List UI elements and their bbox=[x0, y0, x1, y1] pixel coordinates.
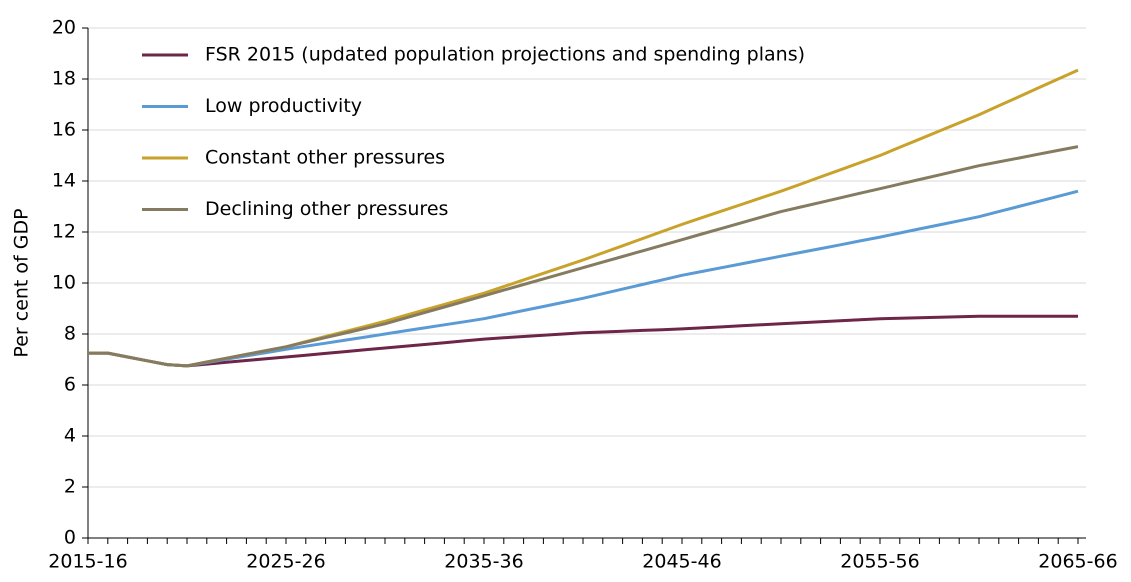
y-tick-label: 0 bbox=[64, 527, 76, 549]
y-tick-label: 6 bbox=[64, 374, 76, 396]
y-tick-label: 20 bbox=[52, 17, 76, 39]
y-tick-label: 2 bbox=[64, 476, 76, 498]
y-tick-label: 4 bbox=[64, 425, 76, 447]
legend-label: Constant other pressures bbox=[205, 147, 445, 169]
series-line bbox=[88, 145, 1079, 368]
series-line bbox=[88, 189, 1079, 368]
y-tick-label: 10 bbox=[52, 272, 76, 294]
legend-label: Low productivity bbox=[205, 95, 362, 117]
x-tick-label: 2035-36 bbox=[444, 551, 523, 573]
y-tick-label: 18 bbox=[52, 68, 76, 90]
x-tick-label: 2045-46 bbox=[642, 551, 721, 573]
x-tick-label: 2055-56 bbox=[840, 551, 919, 573]
y-tick-label: 8 bbox=[64, 323, 76, 345]
legend-label: FSR 2015 (updated population projections… bbox=[205, 44, 805, 66]
series-line bbox=[88, 314, 1078, 368]
x-tick-label: 2015-16 bbox=[48, 551, 127, 573]
y-tick-label: 16 bbox=[52, 119, 76, 141]
y-tick-label: 14 bbox=[52, 170, 76, 192]
x-tick-label: 2025-26 bbox=[246, 551, 325, 573]
x-tick-label: 2065-66 bbox=[1038, 551, 1117, 573]
legend-label: Declining other pressures bbox=[205, 198, 448, 220]
y-tick-label: 12 bbox=[52, 221, 76, 243]
y-axis-label: Per cent of GDP bbox=[11, 208, 33, 357]
